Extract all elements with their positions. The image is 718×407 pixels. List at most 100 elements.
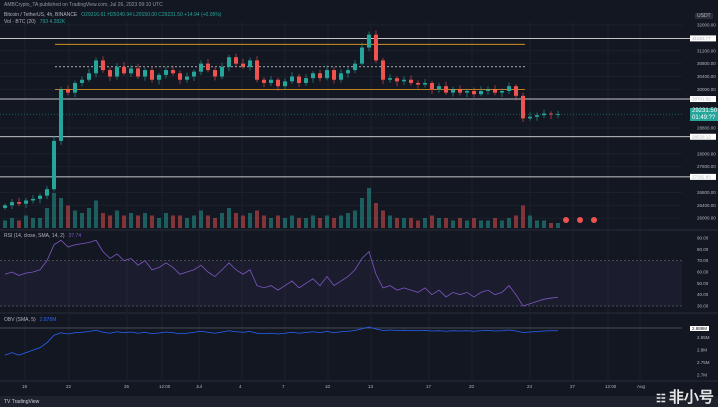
time-tick: 12:00	[605, 384, 617, 389]
obv-tick: 2.85M	[697, 335, 710, 340]
volume-bar	[360, 198, 364, 228]
volume-bar	[535, 220, 539, 228]
candle-body	[465, 91, 469, 93]
volume-bar	[486, 220, 490, 228]
volume-bar	[150, 215, 154, 228]
footer-bar	[0, 396, 718, 407]
watermark-icon: ☷	[656, 393, 669, 405]
symbol-legend: Bitcoin / TetherUS, 4h, BINANCE O29216.6…	[4, 12, 221, 18]
volume-bar	[304, 218, 308, 228]
volume-bar	[31, 218, 35, 228]
candle-body	[423, 82, 427, 85]
candle-body	[206, 63, 210, 71]
candle-body	[192, 71, 196, 77]
volume-bar	[542, 220, 546, 228]
price-tick: 30400.00	[697, 74, 716, 79]
candle-body	[479, 91, 483, 95]
rsi-tick: 90.00	[697, 236, 709, 241]
candle-body	[318, 73, 322, 79]
price-tick: 31200.00	[697, 48, 716, 53]
candle-body	[10, 202, 14, 206]
obv-current-tag: 2.889M	[690, 326, 710, 331]
candle-body	[437, 86, 441, 90]
rsi-tick: 60.00	[697, 270, 709, 275]
candle-body	[458, 89, 462, 93]
candle-body	[276, 79, 280, 87]
volume-bar	[528, 215, 532, 228]
last-price-badge: 29231.50 01:49:??	[690, 108, 718, 121]
obv-tick: 2.75M	[697, 360, 710, 365]
symbol-title[interactable]: Bitcoin / TetherUS, 4h, BINANCE	[4, 12, 78, 18]
volume-bar	[325, 215, 329, 228]
level-tag	[690, 96, 716, 103]
volume-legend-row: Vol · BTC (20) 793 4.282K	[4, 19, 65, 25]
candle-body	[17, 202, 21, 204]
volume-bar	[38, 218, 42, 228]
event-flag-icon	[577, 217, 583, 223]
candle-body	[297, 76, 301, 83]
candle-body	[234, 57, 238, 64]
candle-body	[535, 115, 539, 117]
level-label: 31583.77	[692, 36, 711, 41]
volume-bar	[94, 200, 98, 228]
rsi-legend[interactable]: RSI (14, close, SMA, 14, 2)	[4, 233, 65, 239]
volume-bar	[290, 215, 294, 228]
volume-value: 793 4.282K	[39, 19, 66, 25]
volume-bar	[115, 210, 119, 228]
volume-bar	[80, 213, 84, 228]
volume-bar	[241, 215, 245, 228]
price-tick: 26000.00	[697, 216, 716, 221]
candle-body	[528, 116, 532, 119]
volume-bar	[402, 218, 406, 228]
candle-body	[66, 89, 70, 93]
level-label: 27282.89	[692, 174, 711, 179]
volume-legend[interactable]: Vol · BTC (20)	[4, 19, 36, 25]
tradingview-logo[interactable]: TV TradingView	[4, 399, 39, 405]
candle-body	[73, 82, 77, 93]
time-tick: 24	[527, 384, 533, 389]
volume-bar	[318, 218, 322, 228]
obv-line	[4, 326, 558, 356]
level-tag	[690, 173, 716, 180]
candle-body	[213, 70, 217, 77]
time-tick: Aug	[637, 384, 646, 389]
candle-body	[129, 68, 133, 74]
candle-body	[556, 114, 560, 115]
volume-bar	[206, 215, 210, 228]
volume-bar	[178, 215, 182, 228]
candle-body	[269, 79, 273, 83]
volume-bar	[122, 215, 126, 228]
volume-bar	[332, 218, 336, 228]
price-tick: 30800.00	[697, 61, 716, 66]
volume-bar	[311, 215, 315, 228]
volume-bar	[451, 220, 455, 228]
price-pane	[0, 22, 682, 230]
price-tick: 30000.00	[697, 87, 716, 92]
candle-body	[262, 79, 266, 83]
bar-countdown: 01:49:??	[692, 114, 716, 121]
candle-body	[101, 60, 105, 71]
obv-legend-row: OBV (SMA, 5) 2.878M	[4, 317, 56, 323]
volume-bar	[507, 218, 511, 228]
volume-bar	[185, 218, 189, 228]
volume-bar	[409, 218, 413, 228]
volume-bar	[73, 210, 77, 228]
price-tick: 28800.00	[697, 126, 716, 131]
obv-legend[interactable]: OBV (SMA, 5)	[4, 317, 36, 323]
volume-bar	[262, 215, 266, 228]
currency-label[interactable]: USDT	[695, 13, 713, 19]
candle-body	[227, 57, 231, 67]
price-tick: 28000.00	[697, 151, 716, 156]
time-tick: 19	[22, 384, 28, 389]
published-caption: AMBCrypto_TA published on TradingView.co…	[4, 2, 163, 8]
candle-body	[157, 74, 161, 80]
candle-body	[220, 66, 224, 77]
candle-body	[451, 89, 455, 93]
volume-bar	[437, 218, 441, 228]
price-tick: 26400.00	[697, 203, 716, 208]
volume-bar	[472, 218, 476, 228]
volume-bar	[465, 220, 469, 228]
rsi-tick: 80.00	[697, 247, 709, 252]
obv-value: 2.878M	[39, 317, 57, 323]
